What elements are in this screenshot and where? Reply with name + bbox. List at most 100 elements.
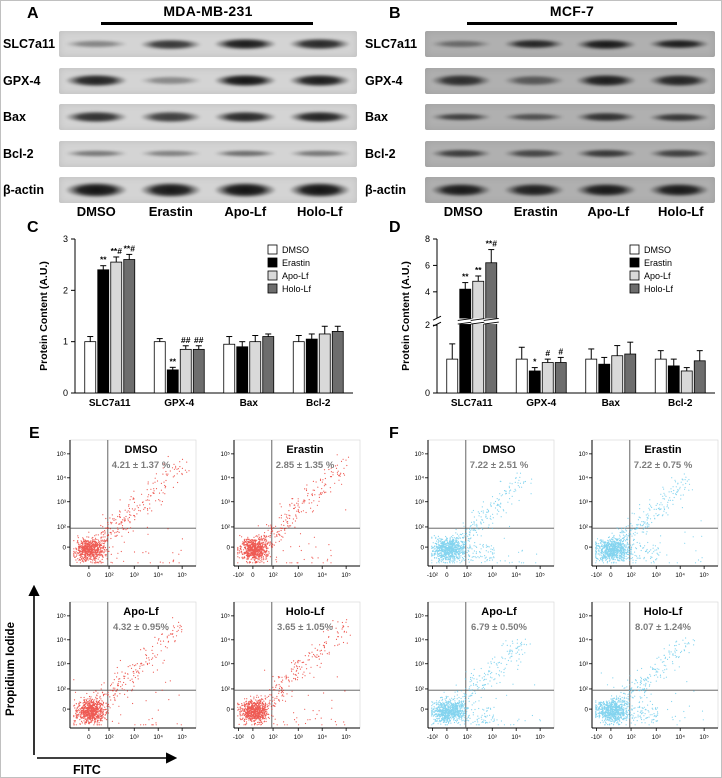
flow-subplot-erastin: -10² 0 10² 10³ 10⁴ 10⁵ 0 10² 10³ 10⁴ 10⁵ Erastin 2.8… xyxy=(207,435,365,593)
x-tick-label: 10⁵ xyxy=(699,572,709,579)
y-tick-label: 10³ xyxy=(57,499,66,506)
y-axis-title: Protein Content (A.U.) xyxy=(400,261,412,371)
x-tick-label: 10⁴ xyxy=(317,572,327,579)
blot-strip xyxy=(425,67,715,94)
blot-row-label: Bax xyxy=(365,110,388,124)
y-tick-label: 10² xyxy=(221,686,230,693)
bar xyxy=(292,341,305,394)
blot-band xyxy=(575,148,637,159)
blot-strip xyxy=(425,140,715,167)
significance-label: ## xyxy=(181,335,191,345)
bar xyxy=(485,262,498,394)
legend-label: Erastin xyxy=(282,258,310,268)
blot-band xyxy=(503,75,565,86)
legend-swatch xyxy=(629,244,640,255)
significance-label: # xyxy=(558,346,563,356)
x-tick-label: 0 xyxy=(445,734,449,741)
blot-band xyxy=(648,148,710,159)
significance-label: ** xyxy=(100,255,107,265)
y-tick-label: 0 xyxy=(421,706,425,713)
legend-label: Holo-Lf xyxy=(282,284,312,294)
bar-break-gap xyxy=(471,318,486,325)
x-tick-label: 10³ xyxy=(130,572,139,579)
blot-band xyxy=(648,74,710,87)
x-tick-label: 10⁴ xyxy=(153,572,163,579)
y-tick-label: 10⁴ xyxy=(578,475,588,482)
x-tick-label: 10³ xyxy=(652,572,661,579)
subplot-stat: 4.32 ± 0.95% xyxy=(113,622,169,633)
x-tick-label: 10³ xyxy=(488,734,497,741)
x-tick-label: 0 xyxy=(445,572,449,579)
bar xyxy=(515,358,528,394)
panel-label-e: E xyxy=(29,425,40,442)
y-tick-label: 10² xyxy=(221,524,230,531)
scatter-points xyxy=(237,619,351,726)
y-tick-label: 10² xyxy=(57,686,66,693)
scatter-points xyxy=(237,454,350,564)
y-tick-label: 10³ xyxy=(579,499,588,506)
blot-row: GPX-4 xyxy=(3,67,359,95)
panel-label-a: A xyxy=(27,5,39,22)
y-tick-label: 10² xyxy=(415,524,424,531)
x-tick-label: 10³ xyxy=(652,734,661,741)
bar xyxy=(654,358,667,394)
blot-band xyxy=(503,112,565,122)
legend-swatch xyxy=(629,257,640,268)
blot-strip xyxy=(59,177,357,203)
blot-band xyxy=(64,74,128,87)
bar xyxy=(611,355,624,394)
cell-line-title-mcf: MCF-7 xyxy=(549,3,595,19)
x-tick-label: 10⁵ xyxy=(177,572,187,579)
y-tick-label: 0 xyxy=(227,544,231,551)
scatter-points xyxy=(73,455,190,564)
y-tick-label: 10⁵ xyxy=(57,613,67,620)
panel-label-c: C xyxy=(27,219,39,236)
x-tick-label: 10² xyxy=(627,734,636,741)
bar xyxy=(528,370,541,394)
bar xyxy=(110,261,123,394)
x-tick-label: 10² xyxy=(627,572,636,579)
legend-swatch xyxy=(267,283,278,294)
bar xyxy=(249,341,262,394)
legend-swatch xyxy=(629,283,640,294)
y-tick-label: 10⁵ xyxy=(415,613,425,620)
x-tick-label: 10² xyxy=(105,734,114,741)
blot-row-label: SLC7a11 xyxy=(3,37,56,51)
subplot-title: Erastin xyxy=(644,444,682,456)
significance-label: **# xyxy=(486,239,498,249)
y-tick-label: 10⁵ xyxy=(415,451,425,458)
x-tick-label: 10⁴ xyxy=(317,734,327,741)
x-tick-label: 10² xyxy=(269,572,278,579)
category-label: GPX-4 xyxy=(164,398,194,409)
blot-band xyxy=(430,148,492,159)
flow-subplot-apo-lf: -10² 0 10² 10³ 10⁴ 10⁵ 0 10² 10³ 10⁴ 10⁵ Apo-Lf 6.79… xyxy=(401,597,559,755)
y-tick-label: 0 xyxy=(63,388,68,398)
y-tick-label: 10⁴ xyxy=(56,637,66,644)
y-tick-label: 10⁵ xyxy=(57,451,67,458)
bar xyxy=(123,259,136,394)
blot-band xyxy=(430,40,492,48)
flow-subplot-holo-lf: -10² 0 10² 10³ 10⁴ 10⁵ 0 10² 10³ 10⁴ 10⁵ Holo-Lf 8.0… xyxy=(565,597,721,755)
y-tick-label: 10² xyxy=(579,524,588,531)
significance-label: * xyxy=(533,357,537,367)
blot-band xyxy=(648,112,710,122)
y-tick-label: 1 xyxy=(63,337,68,347)
blot-band xyxy=(575,74,637,87)
y-tick-label: 10⁴ xyxy=(56,475,66,482)
blot-band xyxy=(430,183,492,198)
x-tick-label: -10² xyxy=(591,734,602,741)
blot-band xyxy=(288,74,352,88)
western-blot-mda: SLC7a11 GPX-4 Bax Bcl-2 β-actin xyxy=(3,31,359,206)
significance-label: ** xyxy=(475,265,482,275)
y-tick-label: 3 xyxy=(63,234,68,244)
category-label: SLC7a11 xyxy=(89,398,131,409)
y-tick-label: 10³ xyxy=(57,661,66,668)
y-tick-label: 10⁴ xyxy=(414,475,424,482)
blot-band xyxy=(503,148,565,159)
blot-row-label: Bax xyxy=(3,110,26,124)
blot-band xyxy=(64,149,128,158)
bar xyxy=(192,348,205,394)
blot-band xyxy=(64,110,128,124)
y-tick-label: 6 xyxy=(425,260,430,270)
